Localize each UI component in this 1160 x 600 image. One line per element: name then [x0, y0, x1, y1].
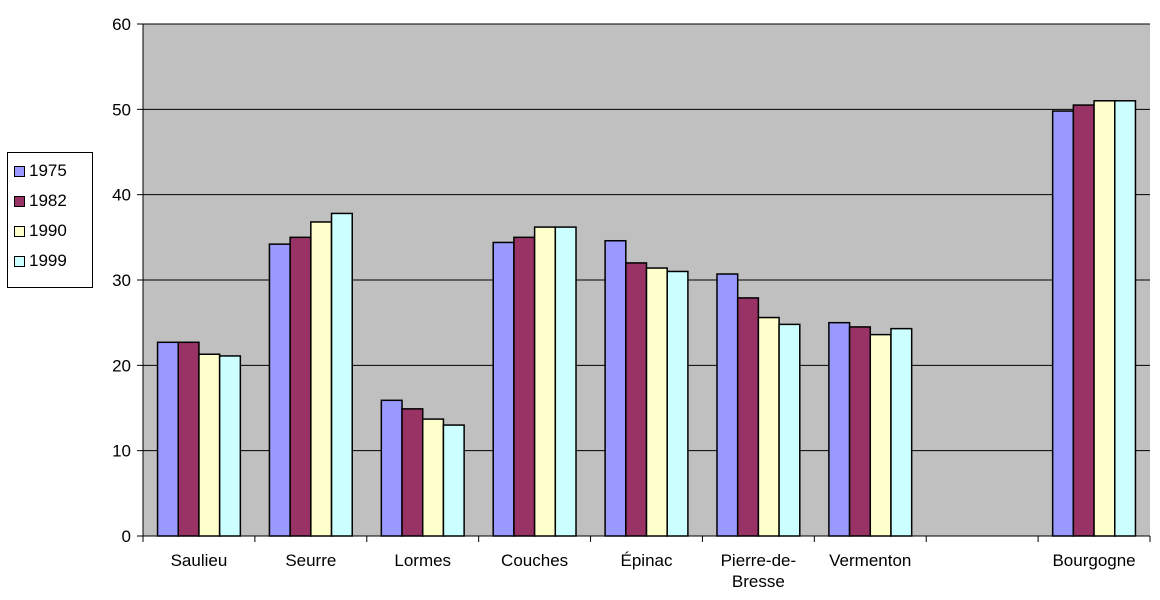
legend-swatch	[14, 195, 25, 207]
bar-1982-Lormes	[401, 408, 424, 537]
bar-1990-Pierre-de-Bresse	[757, 316, 780, 537]
y-tick-label: 40	[112, 186, 131, 205]
bar-1999-Épinac	[666, 270, 689, 537]
bar-1990-Vermenton	[869, 333, 892, 537]
bar-1982-Épinac	[625, 262, 648, 537]
legend-swatch	[14, 225, 25, 237]
y-tick-label: 30	[112, 271, 131, 290]
y-tick-label: 50	[112, 100, 131, 119]
bar-1982-Couches	[513, 236, 536, 537]
bar-1990-Seurre	[310, 221, 333, 537]
bar-1975-Bourgogne	[1051, 110, 1075, 537]
bar-1990-Bourgogne	[1093, 100, 1116, 537]
x-tick-label: Pierre-de-Bresse	[721, 551, 797, 591]
x-tick-label: Épinac	[621, 551, 673, 570]
bar-1975-Vermenton	[828, 321, 851, 537]
x-tick-label: Lormes	[394, 551, 451, 570]
bar-1999-Saulieu	[218, 355, 242, 537]
legend-swatch	[14, 165, 25, 177]
bar-1975-Pierre-de-Bresse	[716, 273, 739, 537]
bar-1975-Couches	[492, 241, 515, 537]
legend-label: 1999	[29, 251, 67, 270]
bar-1975-Saulieu	[156, 341, 179, 537]
bar-1999-Couches	[554, 226, 577, 537]
y-tick-label: 10	[112, 442, 131, 461]
legend-label: 1982	[29, 191, 67, 210]
bar-1990-Lormes	[421, 418, 445, 537]
bar-1975-Épinac	[604, 239, 627, 537]
bar-1982-Vermenton	[848, 326, 872, 537]
bar-1999-Bourgogne	[1114, 100, 1137, 537]
legend-swatch	[14, 255, 25, 267]
bar-1982-Bourgogne	[1072, 104, 1095, 537]
bar-1982-Saulieu	[177, 341, 200, 537]
bar-1999-Vermenton	[890, 327, 913, 537]
bar-1982-Seurre	[289, 236, 312, 537]
bar-1975-Seurre	[268, 243, 291, 537]
legend-item-1975: 1975	[14, 161, 67, 181]
y-tick-label: 20	[112, 356, 131, 375]
bar-1982-Pierre-de-Bresse	[736, 297, 760, 537]
x-tick-label: Couches	[501, 551, 568, 570]
bar-1990-Saulieu	[198, 353, 221, 537]
bar-1999-Pierre-de-Bresse	[778, 323, 801, 537]
legend-item-1982: 1982	[14, 191, 67, 211]
bar-1975-Lormes	[380, 399, 403, 537]
bar-1999-Seurre	[330, 212, 353, 537]
x-tick-label: Saulieu	[171, 551, 228, 570]
bar-1999-Lormes	[442, 424, 465, 537]
x-tick-label: Seurre	[285, 551, 336, 570]
legend-item-1990: 1990	[14, 221, 67, 241]
legend-label: 1990	[29, 221, 67, 240]
legend-label: 1975	[29, 161, 67, 180]
x-tick-label: Vermenton	[829, 551, 911, 570]
y-tick-label: 0	[122, 527, 131, 546]
legend-item-1999: 1999	[14, 251, 67, 271]
y-tick-label: 60	[112, 15, 131, 34]
bar-1990-Couches	[533, 226, 557, 537]
x-tick-label: Bourgogne	[1052, 551, 1135, 570]
chart-legend: 1975 1982 1990 1999	[7, 152, 93, 288]
bar-1990-Épinac	[645, 267, 668, 537]
